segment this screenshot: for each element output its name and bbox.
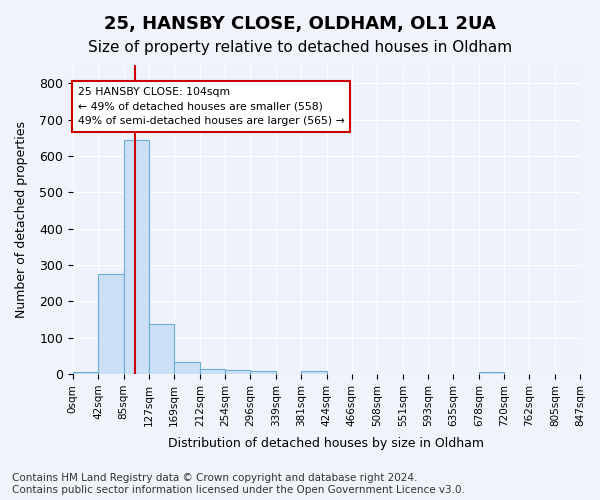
Bar <box>98 274 124 374</box>
Bar <box>301 372 326 374</box>
Bar <box>200 368 225 374</box>
Bar <box>250 372 275 374</box>
Text: Contains HM Land Registry data © Crown copyright and database right 2024.
Contai: Contains HM Land Registry data © Crown c… <box>12 474 465 495</box>
Bar <box>124 140 149 374</box>
Y-axis label: Number of detached properties: Number of detached properties <box>15 121 28 318</box>
Bar <box>225 370 250 374</box>
Bar <box>149 324 174 374</box>
X-axis label: Distribution of detached houses by size in Oldham: Distribution of detached houses by size … <box>169 437 484 450</box>
Text: 25, HANSBY CLOSE, OLDHAM, OL1 2UA: 25, HANSBY CLOSE, OLDHAM, OL1 2UA <box>104 15 496 33</box>
Bar <box>479 372 504 374</box>
Bar <box>174 362 200 374</box>
Text: 25 HANSBY CLOSE: 104sqm
← 49% of detached houses are smaller (558)
49% of semi-d: 25 HANSBY CLOSE: 104sqm ← 49% of detache… <box>77 87 344 126</box>
Text: Size of property relative to detached houses in Oldham: Size of property relative to detached ho… <box>88 40 512 55</box>
Bar <box>73 372 98 374</box>
